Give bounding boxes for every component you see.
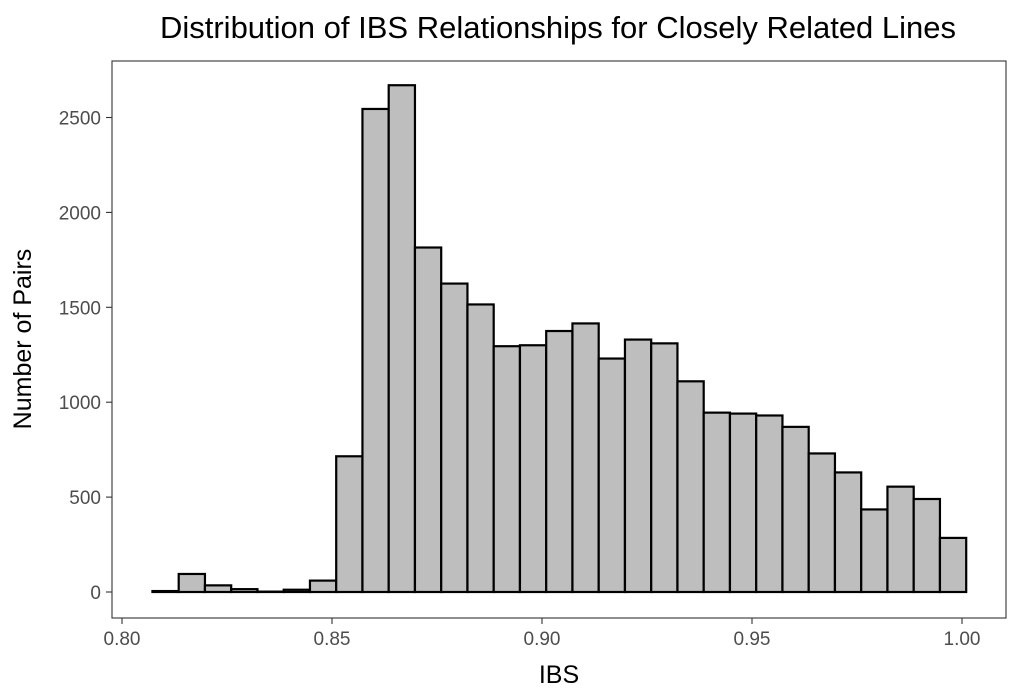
x-axis: 0.80 0.85 0.90 0.95 1.00: [104, 618, 981, 650]
histogram-bar: [494, 346, 520, 592]
y-tick-label: 1500: [59, 298, 101, 319]
x-tick-label: 0.80: [104, 629, 141, 650]
bars-layer: [152, 85, 966, 592]
histogram-bar: [231, 589, 257, 592]
histogram-bar: [205, 585, 231, 592]
histogram-bar: [441, 284, 467, 592]
histogram-bar: [152, 591, 178, 592]
x-tick-label: 0.95: [734, 629, 771, 650]
x-axis-title: IBS: [539, 661, 579, 689]
histogram-bar: [520, 345, 546, 592]
histogram-bar: [887, 487, 913, 592]
histogram-bar: [310, 581, 336, 592]
x-tick-label: 0.85: [314, 629, 351, 650]
histogram-bar: [861, 509, 887, 592]
y-tick-label: 2500: [59, 109, 101, 130]
histogram-bar: [914, 499, 940, 592]
histogram-bar: [782, 427, 808, 592]
histogram-bar: [336, 456, 362, 592]
y-axis-title: Number of Pairs: [9, 249, 37, 430]
histogram-bar: [809, 453, 835, 592]
histogram-bar: [677, 381, 703, 592]
histogram-bar: [651, 343, 677, 592]
histogram-bar: [835, 472, 861, 592]
histogram-bar: [179, 574, 205, 592]
histogram-bar: [704, 413, 730, 592]
histogram-bar: [389, 85, 415, 592]
x-tick-label: 0.90: [524, 629, 561, 650]
histogram-bar: [730, 414, 756, 592]
x-tick-label: 1.00: [944, 629, 981, 650]
histogram-bar: [572, 323, 598, 592]
histogram-bar: [467, 304, 493, 592]
y-tick-label: 500: [69, 488, 101, 509]
histogram-bar: [599, 359, 625, 592]
histogram-bar: [625, 340, 651, 592]
histogram-bar: [756, 415, 782, 592]
histogram-bar: [546, 331, 572, 592]
chart-title: Distribution of IBS Relationships for Cl…: [160, 10, 956, 45]
y-tick-label: 0: [90, 583, 101, 604]
histogram-bar: [362, 109, 388, 592]
y-tick-label: 1000: [59, 393, 101, 414]
histogram-bar: [284, 590, 310, 592]
histogram-bar: [940, 538, 966, 592]
y-tick-label: 2000: [59, 203, 101, 224]
histogram-bar: [415, 248, 441, 592]
y-axis: 0 500 1000 1500 2000 2500: [59, 109, 112, 605]
